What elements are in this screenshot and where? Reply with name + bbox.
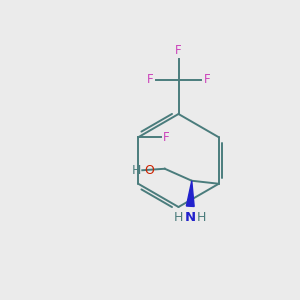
- Text: F: F: [163, 131, 170, 144]
- Text: N: N: [185, 211, 196, 224]
- Text: F: F: [175, 44, 182, 57]
- Polygon shape: [186, 181, 194, 206]
- Text: H: H: [197, 211, 206, 224]
- Text: F: F: [147, 73, 154, 86]
- Text: O: O: [145, 164, 154, 177]
- Text: H: H: [132, 164, 141, 177]
- Text: F: F: [203, 73, 210, 86]
- Text: H: H: [174, 211, 184, 224]
